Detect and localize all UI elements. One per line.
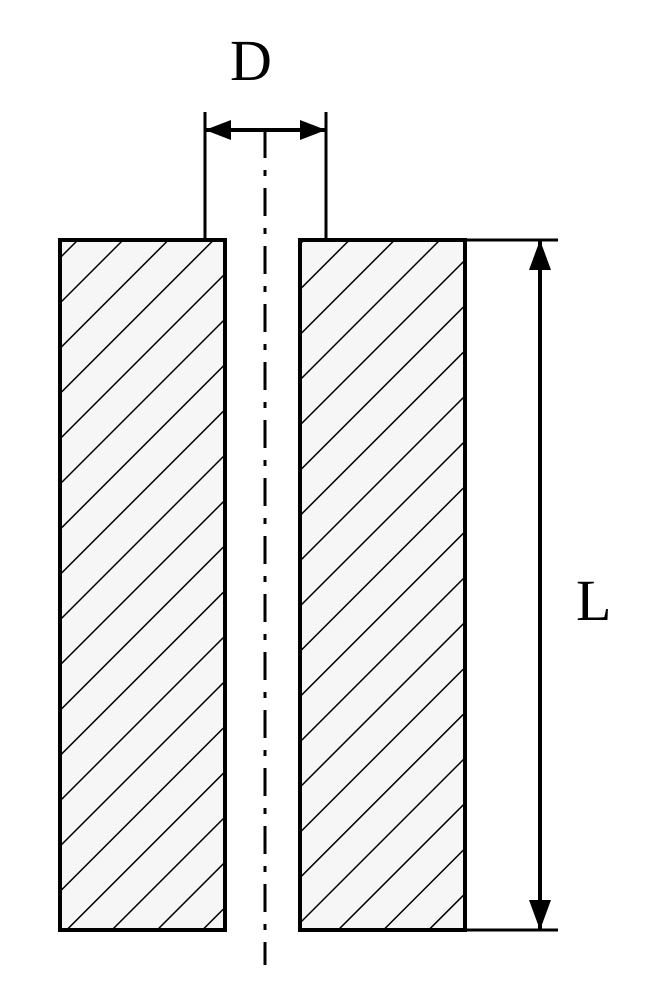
dimension-l-label: L [576,568,611,633]
dimension-d-label: D [230,28,272,93]
left-section [60,240,225,930]
dimension-l: L [465,240,611,930]
right-section [300,240,465,930]
